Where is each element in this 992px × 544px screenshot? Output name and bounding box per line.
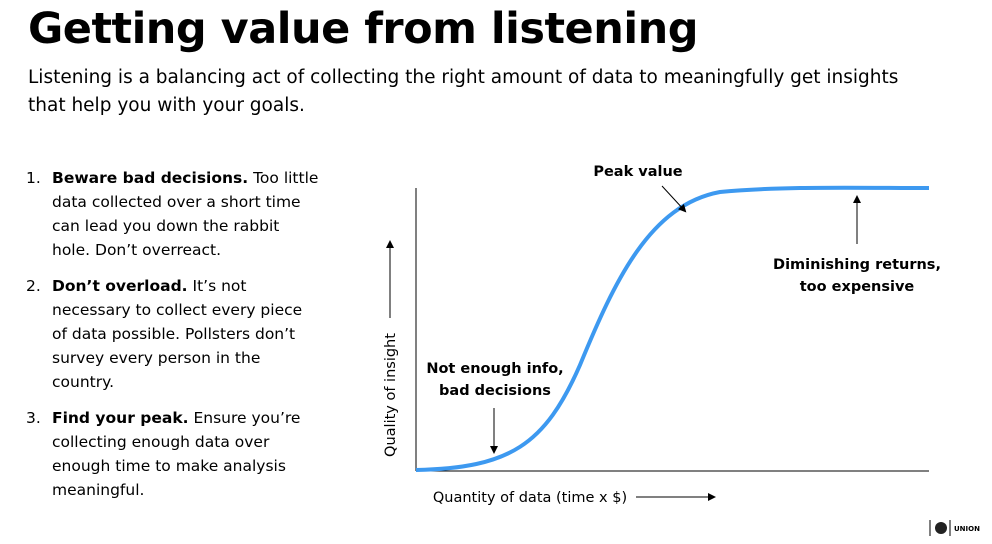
tip-heading: Don’t overload.: [52, 277, 188, 295]
x-axis-label: Quantity of data (time x $): [433, 490, 627, 506]
tip-text: Ensure you’re collecting enough data ove…: [52, 409, 301, 499]
diminishing-label: too expensive: [800, 279, 915, 295]
title: Getting value from listening: [28, 4, 698, 54]
tip-heading: Find your peak.: [52, 409, 189, 427]
not-enough-label: Not enough info,: [426, 361, 563, 377]
not-enough-label: bad decisions: [439, 383, 551, 399]
logo-mark: [935, 522, 947, 534]
peak-label: Peak value: [593, 164, 682, 180]
s-curve: [415, 185, 930, 472]
tip: 1. Beware bad decisions. Too little data …: [26, 166, 326, 262]
diminishing-label: Diminishing returns,: [773, 257, 941, 273]
subtitle: Listening is a balancing act of collecti…: [28, 67, 899, 116]
tip: 2. Don’t overload. It’s not necessary to …: [26, 274, 326, 394]
tip: 3. Find your peak. Ensure you’re collecti…: [26, 406, 326, 502]
tip-text: It’s not necessary to collect every piec…: [52, 277, 303, 391]
tip-number: 1.: [26, 169, 41, 187]
logo-text: UNION: [954, 525, 980, 533]
tip-heading: Beware bad decisions.: [52, 169, 249, 187]
tips-list: 1. Beware bad decisions. Too little data …: [26, 166, 326, 514]
peak-arrow: [661, 185, 687, 213]
tip-text: Too little data collected over a short t…: [52, 169, 319, 259]
tip-number: 3.: [26, 409, 41, 427]
y-axis-label: Quality of insight: [383, 333, 399, 457]
tip-number: 2.: [26, 277, 41, 295]
